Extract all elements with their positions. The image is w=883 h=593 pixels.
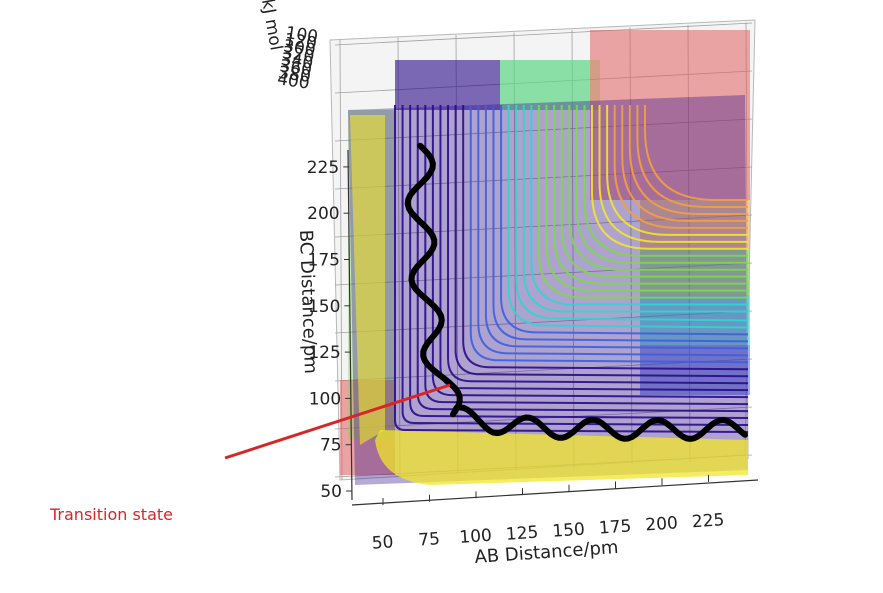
contour-line: [522, 105, 748, 313]
contour-line: [575, 105, 748, 264]
z-tick-label: 100: [284, 23, 319, 47]
surface-band: [500, 60, 600, 110]
contour-line: [583, 105, 748, 257]
z-tick-label: 320: [281, 43, 316, 67]
contour-line: [484, 105, 749, 350]
contour-line: [606, 105, 748, 236]
contour-line: [469, 105, 749, 364]
contour-line: [553, 105, 748, 285]
z-tick-label: 380: [277, 63, 312, 87]
contour-line: [644, 105, 748, 201]
contour-line: [560, 105, 748, 278]
contour-line: [537, 105, 748, 299]
transition-state-arrow: [224, 383, 451, 460]
contour-line: [628, 105, 748, 215]
y-tick-label: 100: [309, 389, 341, 409]
contour-line: [621, 105, 748, 222]
y-tick-label: 175: [308, 251, 340, 271]
surface-band: [640, 250, 750, 295]
x-tick-label: 200: [645, 513, 679, 535]
contour-line: [530, 105, 748, 306]
x-tick-label: 125: [505, 523, 539, 545]
z-tick-label: 300: [282, 36, 317, 60]
contour-line: [568, 105, 748, 271]
contour-line: [424, 105, 749, 406]
z-tick-label: 400: [276, 69, 311, 93]
reaction-trajectory: [404, 142, 748, 442]
x-tick-label: 175: [598, 516, 632, 538]
y-tick-label: 150: [308, 297, 340, 317]
x-tick-label: 100: [459, 526, 493, 548]
y-tick-label: 75: [320, 436, 342, 456]
y-axis-label: BC Distance/pm: [295, 229, 321, 374]
entrance-channel-strip: [350, 115, 385, 445]
contour-line: [477, 105, 749, 357]
y-tick-label: 50: [320, 482, 342, 502]
contour-line: [462, 105, 749, 371]
contour-line: [394, 105, 749, 433]
contour-line: [409, 105, 749, 420]
surface-band: [395, 60, 500, 110]
y-tick-label: 125: [308, 343, 340, 363]
contour-line: [590, 105, 748, 250]
surface-band: [590, 30, 750, 200]
contour-line: [545, 105, 748, 292]
transition-state-label: Transition state: [50, 505, 173, 524]
y-tick-label: 200: [307, 204, 339, 224]
contour-line: [598, 105, 748, 243]
valley-floor-strip: [375, 430, 748, 485]
x-axis-label: AB Distance/pm: [474, 537, 619, 568]
contour-line: [492, 105, 749, 343]
contour-lines: [394, 105, 749, 433]
contour-line: [507, 105, 749, 329]
z-tick-label: 340: [280, 50, 315, 74]
contour-line: [447, 105, 749, 385]
y-ticks: 50 75 100 125 150 175 200 225: [307, 158, 352, 502]
contour-line: [515, 105, 749, 322]
axes: [347, 149, 759, 506]
contour-line: [500, 105, 749, 336]
contour-line: [454, 105, 749, 378]
contour-line: [401, 105, 749, 427]
contour-line: [613, 105, 748, 229]
x-tick-label: 225: [691, 510, 725, 532]
x-ticks: 50 75 100 125 150 175 200 225: [371, 474, 725, 554]
wall-grid-hline: [334, 22, 753, 46]
z-tick-label: 120: [283, 30, 318, 54]
z-tick-label: 360: [278, 56, 313, 80]
wall-grid-vline: [397, 37, 401, 478]
surface-band: [500, 60, 590, 110]
y-tick-label: 225: [307, 158, 339, 178]
x-tick-label: 75: [418, 529, 441, 550]
contour-line: [636, 105, 748, 208]
x-tick-label: 50: [371, 532, 394, 553]
x-tick-label: 150: [552, 520, 586, 542]
z-axis-label-fragment: kJ mol: [257, 0, 286, 52]
contour-line: [416, 105, 749, 413]
